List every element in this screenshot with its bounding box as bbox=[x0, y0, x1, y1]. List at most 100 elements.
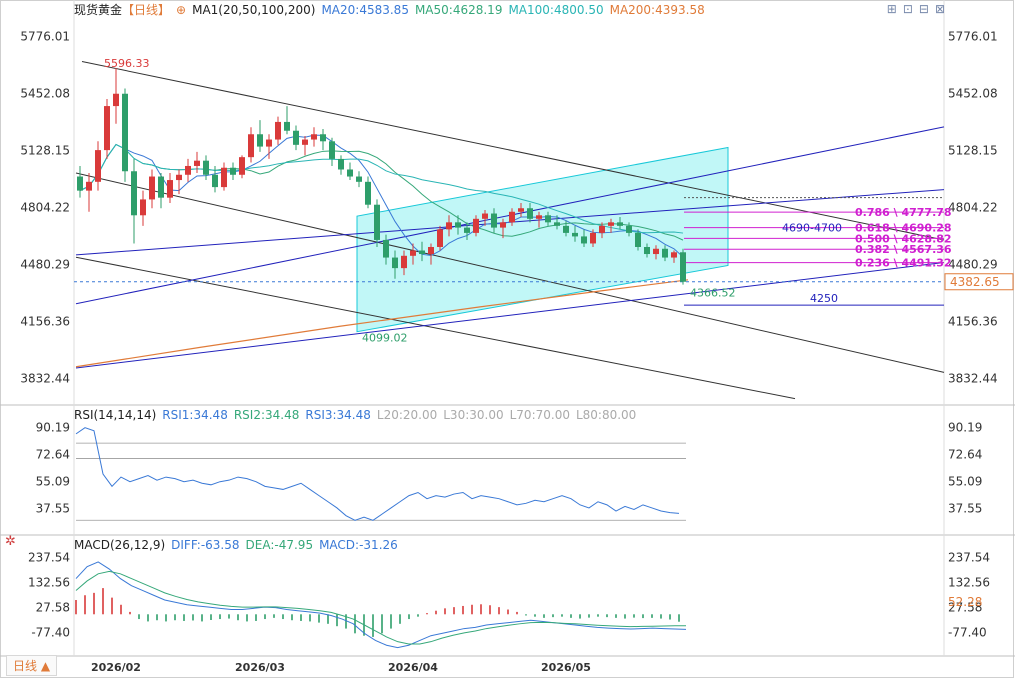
fullscreen-icon[interactable]: ⊡ bbox=[902, 2, 913, 16]
ma20-line bbox=[79, 134, 684, 258]
rsi-l30: L30:30.00 bbox=[443, 408, 504, 422]
candle-body bbox=[374, 204, 380, 240]
macd-y-tick-left: 27.58 bbox=[36, 601, 70, 615]
candle-body bbox=[428, 246, 434, 255]
candle-body bbox=[635, 232, 641, 247]
channel-zone bbox=[356, 146, 729, 333]
fib-level-label: 0.500 \ 4628.82 bbox=[855, 232, 952, 245]
candle-body bbox=[473, 218, 479, 233]
macd-y-tick-right: 27.58 bbox=[948, 601, 982, 615]
macd-diff-line bbox=[75, 561, 687, 649]
rsi-y-tick-left: 37.55 bbox=[36, 502, 70, 516]
candle-body bbox=[356, 176, 362, 182]
candle-body bbox=[140, 199, 146, 216]
candle-body bbox=[509, 211, 515, 223]
trendline-blue-3 bbox=[75, 261, 945, 369]
ma20-value: MA20:4583.85 bbox=[321, 3, 409, 17]
trendline-lower bbox=[75, 256, 796, 400]
y-tick-label-right: 5776.01 bbox=[948, 29, 998, 43]
candle-body bbox=[383, 239, 389, 258]
candle-body bbox=[347, 169, 353, 177]
macd-y-tick-right: -77.40 bbox=[948, 626, 987, 640]
candle-body bbox=[293, 130, 299, 145]
candle-body bbox=[572, 232, 578, 237]
candle-body bbox=[617, 222, 623, 226]
ma50-value: MA50:4628.19 bbox=[414, 3, 503, 17]
current-price-tag-box bbox=[944, 273, 1014, 291]
ma200-value: MA200:4393.58 bbox=[609, 3, 705, 17]
candle-body bbox=[257, 134, 263, 147]
candle-body bbox=[320, 134, 326, 142]
candle-body bbox=[527, 208, 533, 219]
candle-body bbox=[482, 213, 488, 219]
candle-body bbox=[419, 250, 425, 255]
macd-y-tick-left: 132.56 bbox=[28, 576, 70, 590]
candle-body bbox=[680, 252, 686, 282]
settings-gear-icon[interactable]: ✲ bbox=[5, 534, 16, 549]
rsi-legend: RSI(14,14,14) RSI1:34.48 RSI2:34.48 RSI3:34… bbox=[74, 408, 642, 422]
candle-body bbox=[185, 165, 191, 175]
candle-body bbox=[437, 229, 443, 247]
period-selector-button[interactable]: 日线 ▲ bbox=[6, 655, 58, 676]
macd-value: MACD:-31.26 bbox=[319, 538, 398, 552]
toolbar-icons: ⊞ ⊡ ⊟ ⊠ bbox=[881, 2, 945, 16]
candle-body bbox=[671, 252, 677, 258]
candle-body bbox=[203, 160, 209, 175]
candle-body bbox=[275, 121, 281, 140]
y-tick-label-left: 4804.22 bbox=[20, 200, 70, 214]
high-label: 5596.33 bbox=[104, 57, 150, 70]
y-tick-label-right: 3832.44 bbox=[948, 372, 998, 386]
y-tick-label-left: 5128.15 bbox=[20, 143, 70, 157]
diff-value: DIFF:-63.58 bbox=[171, 538, 240, 552]
rsi-line bbox=[75, 427, 680, 521]
candle-body bbox=[104, 106, 110, 151]
candle-body bbox=[230, 167, 236, 175]
x-tick-label: 2026/03 bbox=[235, 661, 285, 674]
x-tick-label: 2026/05 bbox=[541, 661, 591, 674]
y-tick-label-left: 3832.44 bbox=[20, 372, 70, 386]
candle-body bbox=[464, 227, 470, 233]
main-legend: 现货黄金【日线】 ⊕ MA1(20,50,100,200) MA20:4583.85 M… bbox=[74, 3, 711, 17]
rsi-y-tick-left: 72.64 bbox=[36, 447, 70, 461]
candle-body bbox=[302, 139, 308, 145]
trendline-upper bbox=[81, 61, 945, 241]
candle-body bbox=[176, 174, 182, 181]
rsi3-value: RSI3:34.48 bbox=[305, 408, 371, 422]
minimize-icon[interactable]: ⊟ bbox=[918, 2, 929, 16]
rsi-y-tick-left: 90.19 bbox=[36, 420, 70, 434]
y-tick-label-right: 4480.29 bbox=[948, 258, 998, 272]
candle-body bbox=[122, 93, 128, 172]
current-price-tag: 4382.65 bbox=[950, 275, 1000, 289]
macd-y-tick-right: 132.56 bbox=[948, 576, 990, 590]
trendline-middle bbox=[75, 172, 945, 373]
candle-body bbox=[401, 255, 407, 269]
y-tick-label-right: 5452.08 bbox=[948, 86, 998, 100]
candle-body bbox=[284, 121, 290, 131]
candle-body bbox=[410, 250, 416, 256]
rsi1-value: RSI1:34.48 bbox=[162, 408, 228, 422]
candle-body bbox=[392, 257, 398, 269]
close-icon[interactable]: ⊠ bbox=[934, 2, 945, 16]
channel-low-label: 4099.02 bbox=[362, 332, 408, 345]
candle-body bbox=[212, 174, 218, 188]
macd-y-tick-left: 237.54 bbox=[28, 551, 70, 565]
rsi-label: RSI(14,14,14) bbox=[74, 408, 157, 422]
rsi-y-tick-left: 55.09 bbox=[36, 475, 70, 489]
zone-label: 4690-4700 bbox=[782, 222, 842, 235]
macd-label: MACD(26,12,9) bbox=[74, 538, 166, 552]
period-tag[interactable]: 【日线】 bbox=[122, 3, 171, 17]
y-tick-label-left: 4156.36 bbox=[20, 315, 70, 329]
fib-level-label: 0.618 \ 4690.28 bbox=[855, 222, 952, 235]
expand-icon[interactable]: ⊞ bbox=[886, 2, 897, 16]
y-tick-label-left: 5776.01 bbox=[20, 29, 70, 43]
candle-body bbox=[167, 180, 173, 198]
candle-body bbox=[131, 171, 137, 216]
toggle-icon[interactable]: ⊕ bbox=[176, 3, 187, 17]
candle-body bbox=[338, 158, 344, 170]
macd-legend: MACD(26,12,9) DIFF:-63.58 DEA:-47.95 MACD:-… bbox=[74, 538, 404, 552]
ma100-line bbox=[79, 143, 684, 234]
candle-body bbox=[563, 225, 569, 233]
recent-low-label: 4366.52 bbox=[690, 287, 736, 300]
rsi-l80: L80:80.00 bbox=[575, 408, 637, 422]
